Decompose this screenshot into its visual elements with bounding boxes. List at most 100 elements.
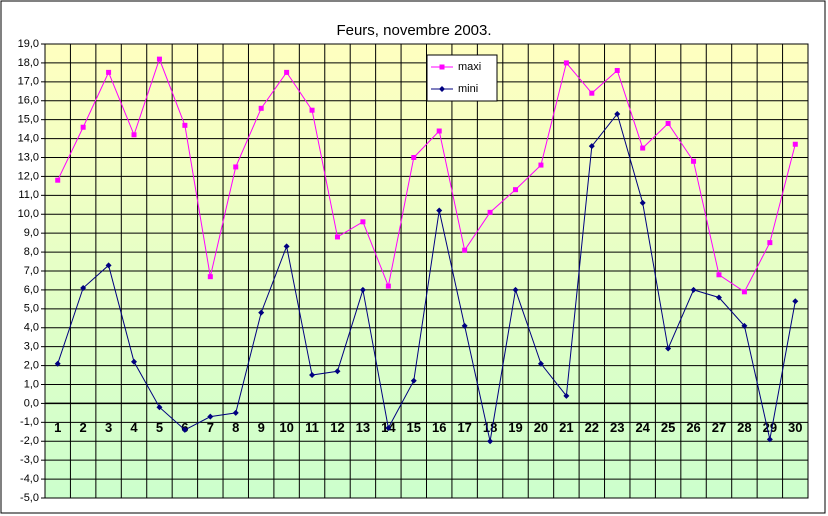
data-point	[436, 128, 442, 134]
x-tick-label: 12	[330, 420, 344, 435]
x-tick-label: 18	[483, 420, 497, 435]
x-tick-label: 3	[105, 420, 112, 435]
data-point	[410, 377, 417, 384]
y-tick-label: 15,0	[18, 114, 39, 126]
plot-border	[44, 43, 809, 499]
x-tick-label: 13	[356, 420, 370, 435]
y-tick-label: 2,0	[24, 359, 39, 371]
y-tick-label: 0,0	[24, 397, 39, 409]
series-line	[57, 57, 796, 293]
y-tick-label: 3,0	[24, 341, 39, 353]
x-tick-label: 7	[207, 420, 214, 435]
data-point	[741, 289, 747, 295]
data-point	[55, 177, 61, 183]
data-point	[207, 274, 213, 280]
x-tick-label: 26	[686, 420, 700, 435]
y-tick-label: 5,0	[24, 303, 39, 315]
legend-label: mini	[458, 83, 478, 95]
y-tick-label: 4,0	[24, 322, 39, 334]
data-point	[360, 219, 366, 225]
y-tick-label: 1,0	[24, 378, 39, 390]
data-point	[54, 360, 61, 367]
data-point	[436, 207, 443, 214]
x-tick-label: 29	[763, 420, 777, 435]
data-point	[589, 90, 595, 96]
data-point	[690, 286, 697, 293]
data-point	[588, 143, 595, 150]
data-point	[181, 426, 188, 433]
data-point	[537, 360, 544, 367]
data-point	[691, 158, 697, 164]
data-point	[385, 283, 391, 289]
data-point	[156, 404, 163, 411]
data-point	[487, 209, 493, 215]
data-point	[411, 155, 417, 160]
x-tick-label: 11	[305, 420, 319, 435]
data-point	[461, 322, 468, 329]
x-tick-label: 19	[508, 420, 522, 435]
x-tick-label: 15	[407, 420, 421, 435]
data-point	[207, 413, 214, 420]
series-line	[57, 112, 796, 442]
data-point	[106, 69, 112, 75]
data-point	[309, 372, 316, 379]
data-point	[614, 67, 620, 73]
data-point	[462, 247, 468, 253]
data-point	[665, 345, 672, 352]
x-tick-label: 24	[635, 420, 650, 435]
x-tick-label: 1	[54, 420, 61, 435]
data-point	[258, 105, 264, 111]
data-point	[309, 107, 315, 113]
x-tick-label: 8	[232, 420, 239, 435]
data-point	[792, 141, 798, 147]
data-point	[232, 409, 239, 416]
x-tick-label: 30	[788, 420, 802, 435]
y-tick-label: 18,0	[18, 57, 39, 69]
data-point	[359, 286, 366, 293]
x-tick-label: 21	[559, 420, 573, 435]
x-tick-label: 23	[610, 420, 624, 435]
data-point	[385, 425, 392, 432]
data-point	[487, 438, 494, 445]
x-tick-label: 2	[80, 420, 87, 435]
data-point	[538, 162, 544, 168]
data-point	[512, 286, 519, 293]
data-point	[233, 164, 239, 170]
legend-marker	[439, 64, 445, 70]
data-point	[741, 322, 748, 329]
y-tick-label: -2,0	[20, 435, 39, 447]
data-point	[665, 120, 671, 126]
y-tick-label: -4,0	[20, 473, 39, 485]
data-point	[258, 309, 265, 316]
legend-label: maxi	[458, 61, 481, 73]
x-tick-label: 27	[712, 420, 726, 435]
x-tick-label: 17	[457, 420, 471, 435]
data-point	[715, 294, 722, 301]
y-tick-label: 12,0	[18, 170, 39, 182]
x-tick-label: 9	[258, 420, 265, 435]
data-point	[182, 122, 188, 128]
data-point	[156, 56, 162, 62]
y-tick-label: 11,0	[18, 189, 39, 201]
data-point	[105, 262, 112, 269]
y-tick-label: 16,0	[18, 95, 39, 107]
data-point	[283, 243, 290, 250]
chart-title: Feurs, novembre 2003.	[336, 22, 491, 39]
y-tick-label: -3,0	[20, 454, 39, 466]
y-tick-label: 13,0	[18, 151, 39, 163]
data-point	[131, 132, 137, 138]
y-tick-label: 17,0	[18, 76, 39, 88]
data-point	[614, 110, 621, 117]
x-tick-label: 28	[737, 420, 751, 435]
data-point	[563, 392, 570, 399]
y-tick-label: 19,0	[18, 38, 39, 50]
data-point	[792, 298, 799, 305]
data-point	[640, 145, 646, 151]
data-point	[334, 234, 340, 240]
data-point	[334, 368, 341, 375]
data-point	[716, 272, 722, 278]
legend-box	[426, 54, 498, 102]
y-tick-label: 14,0	[18, 132, 39, 144]
data-point	[639, 199, 646, 206]
